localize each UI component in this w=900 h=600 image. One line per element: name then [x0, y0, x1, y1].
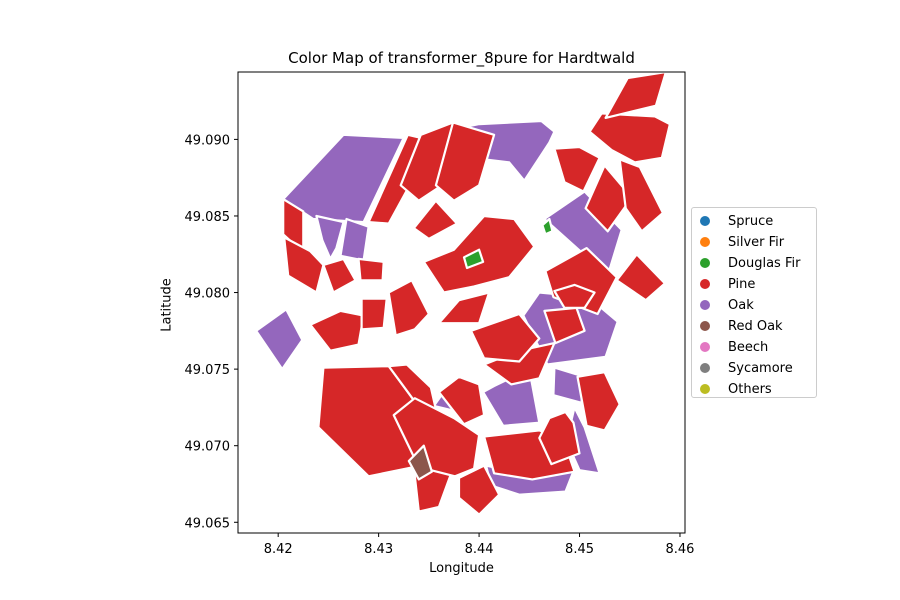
parcel-pine [412, 199, 459, 240]
parcel-oak [339, 217, 370, 262]
parcel-pine [553, 283, 596, 309]
x-tick-label: 8.43 [364, 542, 393, 557]
legend-label: Pine [728, 276, 756, 292]
legend-item: Others [700, 379, 772, 399]
legend-item: Red Oak [700, 316, 783, 336]
parcel-pine [618, 158, 665, 233]
legend: Spruce Silver Fir Douglas Fir Pine Oak Red Oa… [691, 207, 817, 398]
legend-marker [700, 258, 710, 268]
y-tick-label: 49.090 [185, 133, 231, 148]
parcel-pine [360, 297, 388, 331]
legend-item: Beech [700, 337, 768, 357]
legend-label: Beech [728, 339, 769, 355]
legend-label: Others [728, 381, 772, 397]
legend-item: Sycamore [700, 358, 793, 378]
parcel-red-oak [407, 444, 433, 481]
parcel-pine [309, 309, 365, 352]
parcel-pine [469, 312, 541, 363]
parcel-pine [357, 257, 385, 282]
parcel-oak [315, 214, 345, 260]
legend-marker [700, 384, 710, 394]
y-tick-label: 49.080 [185, 287, 231, 302]
legend-marker [700, 279, 710, 289]
legend-marker [700, 363, 710, 373]
x-tick-label: 8.45 [565, 542, 594, 557]
legend-label: Red Oak [728, 318, 783, 334]
legend-label: Sycamore [728, 360, 793, 376]
chart-title: Color Map of transformer_8pure for Hardt… [288, 49, 635, 67]
legend-label: Silver Fir [728, 234, 785, 250]
x-axis-label: Longitude [429, 561, 494, 576]
parcel-pine [437, 291, 491, 325]
legend-marker [700, 216, 710, 226]
x-tick-label: 8.42 [264, 542, 293, 557]
x-tick-label: 8.46 [666, 542, 695, 557]
legend-label: Douglas Fir [728, 255, 801, 271]
parcel-pine [553, 145, 601, 193]
parcel-pine [457, 464, 501, 516]
legend-marker [700, 342, 710, 352]
legend-marker [700, 300, 710, 310]
legend-item: Silver Fir [700, 232, 784, 252]
legend-marker [700, 237, 710, 247]
parcel-pine [437, 375, 486, 426]
plot-frame [237, 71, 686, 534]
y-tick-label: 49.065 [185, 516, 231, 531]
x-axis-ticks: 8.42 8.43 8.44 8.45 8.46 [264, 533, 695, 557]
parcel-pine [604, 72, 668, 120]
legend-item: Spruce [700, 211, 773, 231]
legend-item: Oak [700, 295, 754, 315]
y-tick-label: 49.070 [185, 440, 231, 455]
parcel-pine [387, 279, 430, 337]
parcel-douglas-fir [541, 217, 554, 236]
legend-label: Spruce [728, 213, 774, 229]
parcel-pine [283, 236, 325, 294]
y-axis-label: Latitude [159, 278, 175, 332]
parcel-pine [615, 253, 667, 302]
forest-parcels [255, 72, 672, 516]
legend-marker [700, 321, 710, 331]
legend-item: Douglas Fir [700, 253, 800, 273]
parcel-oak [255, 308, 304, 371]
y-axis-ticks: 49.065 49.070 49.075 49.080 49.085 49.090 [185, 133, 238, 531]
x-tick-label: 8.44 [465, 542, 494, 557]
legend-label: Oak [728, 297, 754, 313]
y-tick-label: 49.085 [185, 210, 231, 225]
y-tick-label: 49.075 [185, 363, 231, 378]
parcel-douglas-fir [462, 248, 485, 270]
legend-item: Pine [700, 274, 755, 294]
parcel-pine [434, 121, 496, 202]
parcel-pine [576, 371, 621, 432]
parcel-pine [588, 112, 672, 164]
parcel-pine [538, 410, 581, 466]
parcel-pine [322, 257, 357, 294]
